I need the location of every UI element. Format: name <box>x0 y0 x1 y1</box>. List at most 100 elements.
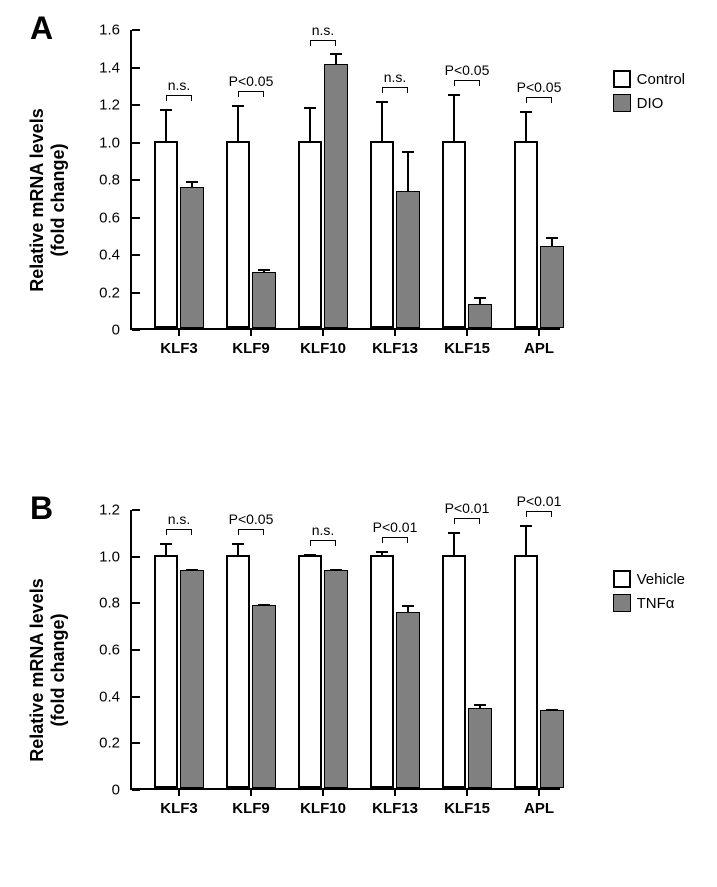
y-tick <box>132 696 140 698</box>
panel-b-ytitle: Relative mRNA levels (fold change) <box>27 578 69 761</box>
error-bar <box>407 151 409 192</box>
y-tick-label: 1.2 <box>99 97 120 114</box>
legend-label: Control <box>637 71 685 88</box>
error-bar <box>453 532 455 557</box>
x-tick <box>250 328 252 336</box>
bar-control <box>154 555 178 788</box>
bar-treat <box>180 570 204 788</box>
sig-label: P<0.01 <box>517 493 562 509</box>
x-tick <box>466 788 468 796</box>
error-bar <box>165 109 167 143</box>
panel-a-ytitle-2: (fold change) <box>48 108 69 291</box>
x-tick-label: KLF10 <box>300 340 346 357</box>
bar-control <box>226 141 250 329</box>
x-tick <box>538 328 540 336</box>
error-bar <box>479 704 481 709</box>
error-bar <box>335 53 337 64</box>
panel-a-ytitle-1: Relative mRNA levels <box>27 108 48 291</box>
x-tick-label: KLF15 <box>444 340 490 357</box>
sig-bracket <box>382 87 408 93</box>
sig-bracket <box>310 40 336 46</box>
bar-treat <box>396 612 420 788</box>
y-tick <box>132 104 140 106</box>
sig-label: P<0.05 <box>229 73 274 89</box>
error-bar <box>551 709 553 711</box>
x-tick <box>466 328 468 336</box>
y-tick-label: 0.6 <box>99 209 120 226</box>
sig-bracket <box>238 529 264 535</box>
y-tick <box>132 67 140 69</box>
panel-b-ytitle-1: Relative mRNA levels <box>27 578 48 761</box>
x-tick-label: KLF15 <box>444 800 490 817</box>
sig-label: P<0.01 <box>445 500 490 516</box>
error-bar <box>381 551 383 557</box>
x-tick-label: KLF3 <box>160 340 198 357</box>
error-bar <box>263 604 265 606</box>
bar-control <box>298 141 322 329</box>
error-bar <box>191 181 193 189</box>
x-tick <box>250 788 252 796</box>
sig-bracket <box>238 91 264 97</box>
y-tick <box>132 292 140 294</box>
y-tick-label: 1.4 <box>99 59 120 76</box>
error-bar <box>525 111 527 143</box>
panel-b-legend: Vehicle TNFα <box>613 570 685 618</box>
sig-bracket <box>454 80 480 86</box>
y-tick <box>132 329 140 331</box>
sig-label: n.s. <box>312 22 335 38</box>
x-tick <box>394 328 396 336</box>
x-tick <box>322 328 324 336</box>
x-tick <box>178 788 180 796</box>
bar-control <box>370 141 394 329</box>
y-tick <box>132 742 140 744</box>
panel-a-plot: 00.20.40.60.81.01.21.41.6KLF3n.s.KLF9P<0… <box>130 30 560 330</box>
x-tick-label: KLF3 <box>160 800 198 817</box>
bar-treat <box>468 304 492 328</box>
y-tick-label: 0.6 <box>99 642 120 659</box>
sig-label: P<0.05 <box>517 79 562 95</box>
sig-label: P<0.05 <box>229 511 274 527</box>
bar-control <box>514 555 538 788</box>
y-tick <box>132 789 140 791</box>
y-tick <box>132 649 140 651</box>
y-tick-label: 1.0 <box>99 548 120 565</box>
y-tick-label: 0.4 <box>99 688 120 705</box>
x-tick-label: KLF13 <box>372 800 418 817</box>
x-tick-label: KLF9 <box>232 800 270 817</box>
y-tick-label: 0.4 <box>99 247 120 264</box>
error-bar <box>237 105 239 143</box>
error-bar <box>525 525 527 557</box>
bar-control <box>370 555 394 788</box>
error-bar <box>335 569 337 571</box>
y-tick <box>132 556 140 558</box>
sig-bracket <box>310 540 336 546</box>
bar-treat <box>252 605 276 788</box>
y-tick <box>132 509 140 511</box>
y-tick-label: 0.8 <box>99 595 120 612</box>
y-tick-label: 0.2 <box>99 284 120 301</box>
x-tick-label: KLF9 <box>232 340 270 357</box>
bar-treat <box>396 191 420 328</box>
legend-swatch <box>613 94 631 112</box>
y-tick <box>132 217 140 219</box>
bar-treat <box>540 246 564 329</box>
sig-label: n.s. <box>168 77 191 93</box>
y-tick <box>132 254 140 256</box>
panel-b-ytitle-2: (fold change) <box>48 578 69 761</box>
sig-label: n.s. <box>312 522 335 538</box>
y-tick <box>132 602 140 604</box>
legend-swatch <box>613 570 631 588</box>
error-bar <box>453 94 455 143</box>
sig-label: P<0.01 <box>373 519 418 535</box>
legend-item: TNFα <box>613 594 685 612</box>
bar-control <box>514 141 538 329</box>
legend-swatch <box>613 70 631 88</box>
panel-a-label: A <box>30 10 53 47</box>
legend-label: TNFα <box>637 595 675 612</box>
panel-b-label: B <box>30 490 53 527</box>
legend-label: Vehicle <box>637 571 685 588</box>
legend-swatch <box>613 594 631 612</box>
sig-label: P<0.05 <box>445 62 490 78</box>
sig-bracket <box>526 511 552 517</box>
y-tick <box>132 29 140 31</box>
